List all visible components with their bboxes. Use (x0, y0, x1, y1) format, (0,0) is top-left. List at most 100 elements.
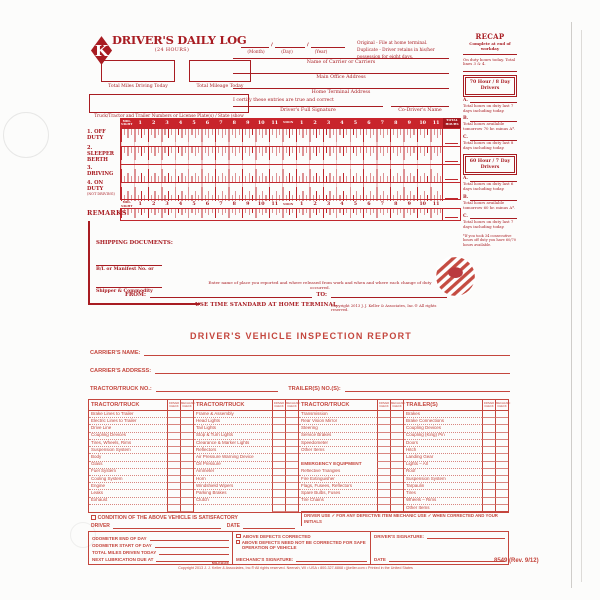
mechanic-check-cell (285, 475, 298, 484)
inspection-item-label: Coupling Devices (89, 433, 167, 440)
inspection-item-row: Speedometer (299, 439, 403, 448)
inspection-item-row: Transmission (299, 411, 403, 419)
home-terminal-line (233, 88, 449, 89)
driver-check-cell (377, 447, 390, 455)
recap-sections: 70 Hour / 8 Day Drivers A. Total hours on … (463, 75, 517, 229)
dvir-bottom-block: ODOMETER END OF DAY ODOMETER START OF DA… (88, 530, 509, 565)
mileage-label: MILEAGE (211, 560, 229, 565)
inspection-item-row: Service Brakes (299, 432, 403, 440)
hour-label: 7 (219, 119, 223, 126)
driver-check-cell (377, 454, 390, 462)
driver-check-cell (377, 461, 390, 469)
driver-check-cell (167, 425, 180, 433)
page-edge-line (571, 22, 572, 588)
sleeper-total-cell (442, 147, 460, 164)
time-standard-note: USE TIME STANDARD AT HOME TERMINAL (195, 302, 337, 308)
mechanic-signature-line (296, 559, 367, 562)
mechanic-check-cell (495, 475, 508, 484)
inspection-item-row: Tail Lights (194, 425, 298, 433)
next-lubrication-line (156, 559, 229, 562)
inspection-item-row: EMERGENCY EQUIPMENT (299, 461, 403, 469)
inspection-item-row: Rear Vision Mirror (299, 418, 403, 426)
recap-write-line (469, 99, 517, 104)
driver-check-cell (167, 411, 180, 419)
shipper-label: Shipper & Commodity (96, 289, 153, 294)
hour-label: MID-NIGHT (121, 200, 133, 208)
inspection-group-1: TRACTOR/TRUCK DRIVER CHECK MECHANIC CHECK B… (89, 400, 195, 513)
inspection-item-label: Spare Bulbs, Fuses (299, 490, 377, 498)
hour-label: 4 (340, 119, 344, 126)
truck-numbers-box (89, 94, 249, 113)
signature-label: Driver's Full Signature (280, 107, 336, 113)
mechanic-check-cell (390, 439, 403, 448)
check-legend: DRIVER USE ✓ FOR ANY DEFECTIVE ITEM MECH… (301, 510, 509, 527)
manifest-line (96, 265, 162, 266)
month-line (241, 40, 269, 48)
inspection-item-label: Tires (404, 490, 482, 498)
mechanic-check-cell (285, 439, 298, 448)
inspection-item-label: Clearance & Marker Lights (194, 440, 272, 448)
hour-label: 3 (165, 119, 169, 126)
legend-driver: DRIVER USE ✓ FOR ANY DEFECTIVE ITEM (304, 513, 393, 518)
inspection-item-label: Doors (404, 440, 482, 448)
inspection-item-row: Tarpaulin (404, 483, 508, 491)
satisfactory-checkbox (91, 515, 96, 520)
recap-entry-letter: A. (463, 176, 468, 182)
inspection-item-label: Engine (89, 483, 167, 491)
inspection-item-label: Other Items (299, 447, 377, 455)
inspection-item-row: Other Items (299, 447, 403, 455)
mechanic-check-cell (495, 461, 508, 469)
mechanic-check-cell (180, 425, 193, 433)
total-mileage-label: Total Mileage Today (196, 84, 244, 89)
mechanic-check-cell (285, 425, 298, 433)
inspection-item-row: Brake Lines to Trailer (89, 411, 193, 419)
mechanic-check-cell (180, 411, 193, 419)
inspection-item-row: Flags, Fusees, Reflectors (299, 483, 403, 491)
hour-label: 3 (326, 201, 331, 208)
hour-label: 10 (257, 119, 265, 126)
recap-write-line (469, 137, 517, 141)
recap-write-line (470, 197, 517, 201)
recap-entry-line: B. (463, 116, 517, 122)
recap-entry-line: B. (463, 195, 517, 201)
hour-label: 11 (271, 119, 279, 126)
carrier-name-label: CARRIER'S NAME: (90, 350, 141, 356)
form-number: 8549 (Rev. 9/12) (494, 558, 539, 564)
mechanic-check-cell (285, 447, 298, 455)
mechanic-check-cell (495, 418, 508, 426)
total-miles-driven-line (159, 552, 229, 555)
date-label: DATE (226, 523, 240, 529)
total-miles-driven-label: TOTAL MILES DRIVEN TODAY (92, 549, 157, 555)
recap-entry-letter: B. (463, 116, 469, 122)
mechanic-check-cell (495, 454, 508, 462)
driver-check-cell (272, 461, 285, 469)
inspection-item-row: Horn (194, 475, 298, 484)
inspection-item-row: Clearance & Marker Lights (194, 439, 298, 448)
mechanic-check-cell (495, 483, 508, 491)
driver-check-cell (272, 504, 285, 513)
driver-check-cell (482, 504, 495, 513)
trailer-no-label: TRAILER(S) NO.(S): (288, 386, 341, 392)
inspection-group-3: TRACTOR/TRUCK DRIVER CHECK MECHANIC CHECK T… (298, 400, 405, 513)
inspection-item-label: Exhaust (89, 498, 167, 505)
driver-check-cell (167, 461, 180, 469)
mechanic-check-cell (495, 432, 508, 440)
recap-entry-line: C. (463, 135, 517, 141)
driver-check-cell (167, 418, 180, 426)
mechanic-check-cell (180, 418, 193, 426)
recap-write-line (469, 178, 517, 182)
recap-rule-box: 60 Hour / 7 Day Drivers (463, 153, 517, 176)
inspection-item-row: Cooling System (89, 475, 193, 484)
inspection-item-label: Tarpaulin (404, 483, 482, 491)
driver-check-cell (272, 475, 285, 484)
inspection-item-row: Tire Chains (299, 497, 403, 505)
inspection-item-row: Roof (404, 468, 508, 476)
on-duty-row (121, 183, 460, 201)
recap-entry-line: A. (463, 98, 517, 104)
inspection-item-label: Hitch (404, 447, 482, 455)
inspection-group-title: TRACTOR/TRUCK (301, 402, 350, 408)
inspection-group-title: TRACTOR/TRUCK (196, 402, 245, 408)
satisfactory-label: CONDITION OF THE ABOVE VEHICLE IS SATISF… (97, 514, 238, 521)
hour-label: 8 (394, 201, 398, 208)
satisfactory-row: CONDITION OF THE ABOVE VEHICLE IS SATISF… (91, 515, 238, 521)
